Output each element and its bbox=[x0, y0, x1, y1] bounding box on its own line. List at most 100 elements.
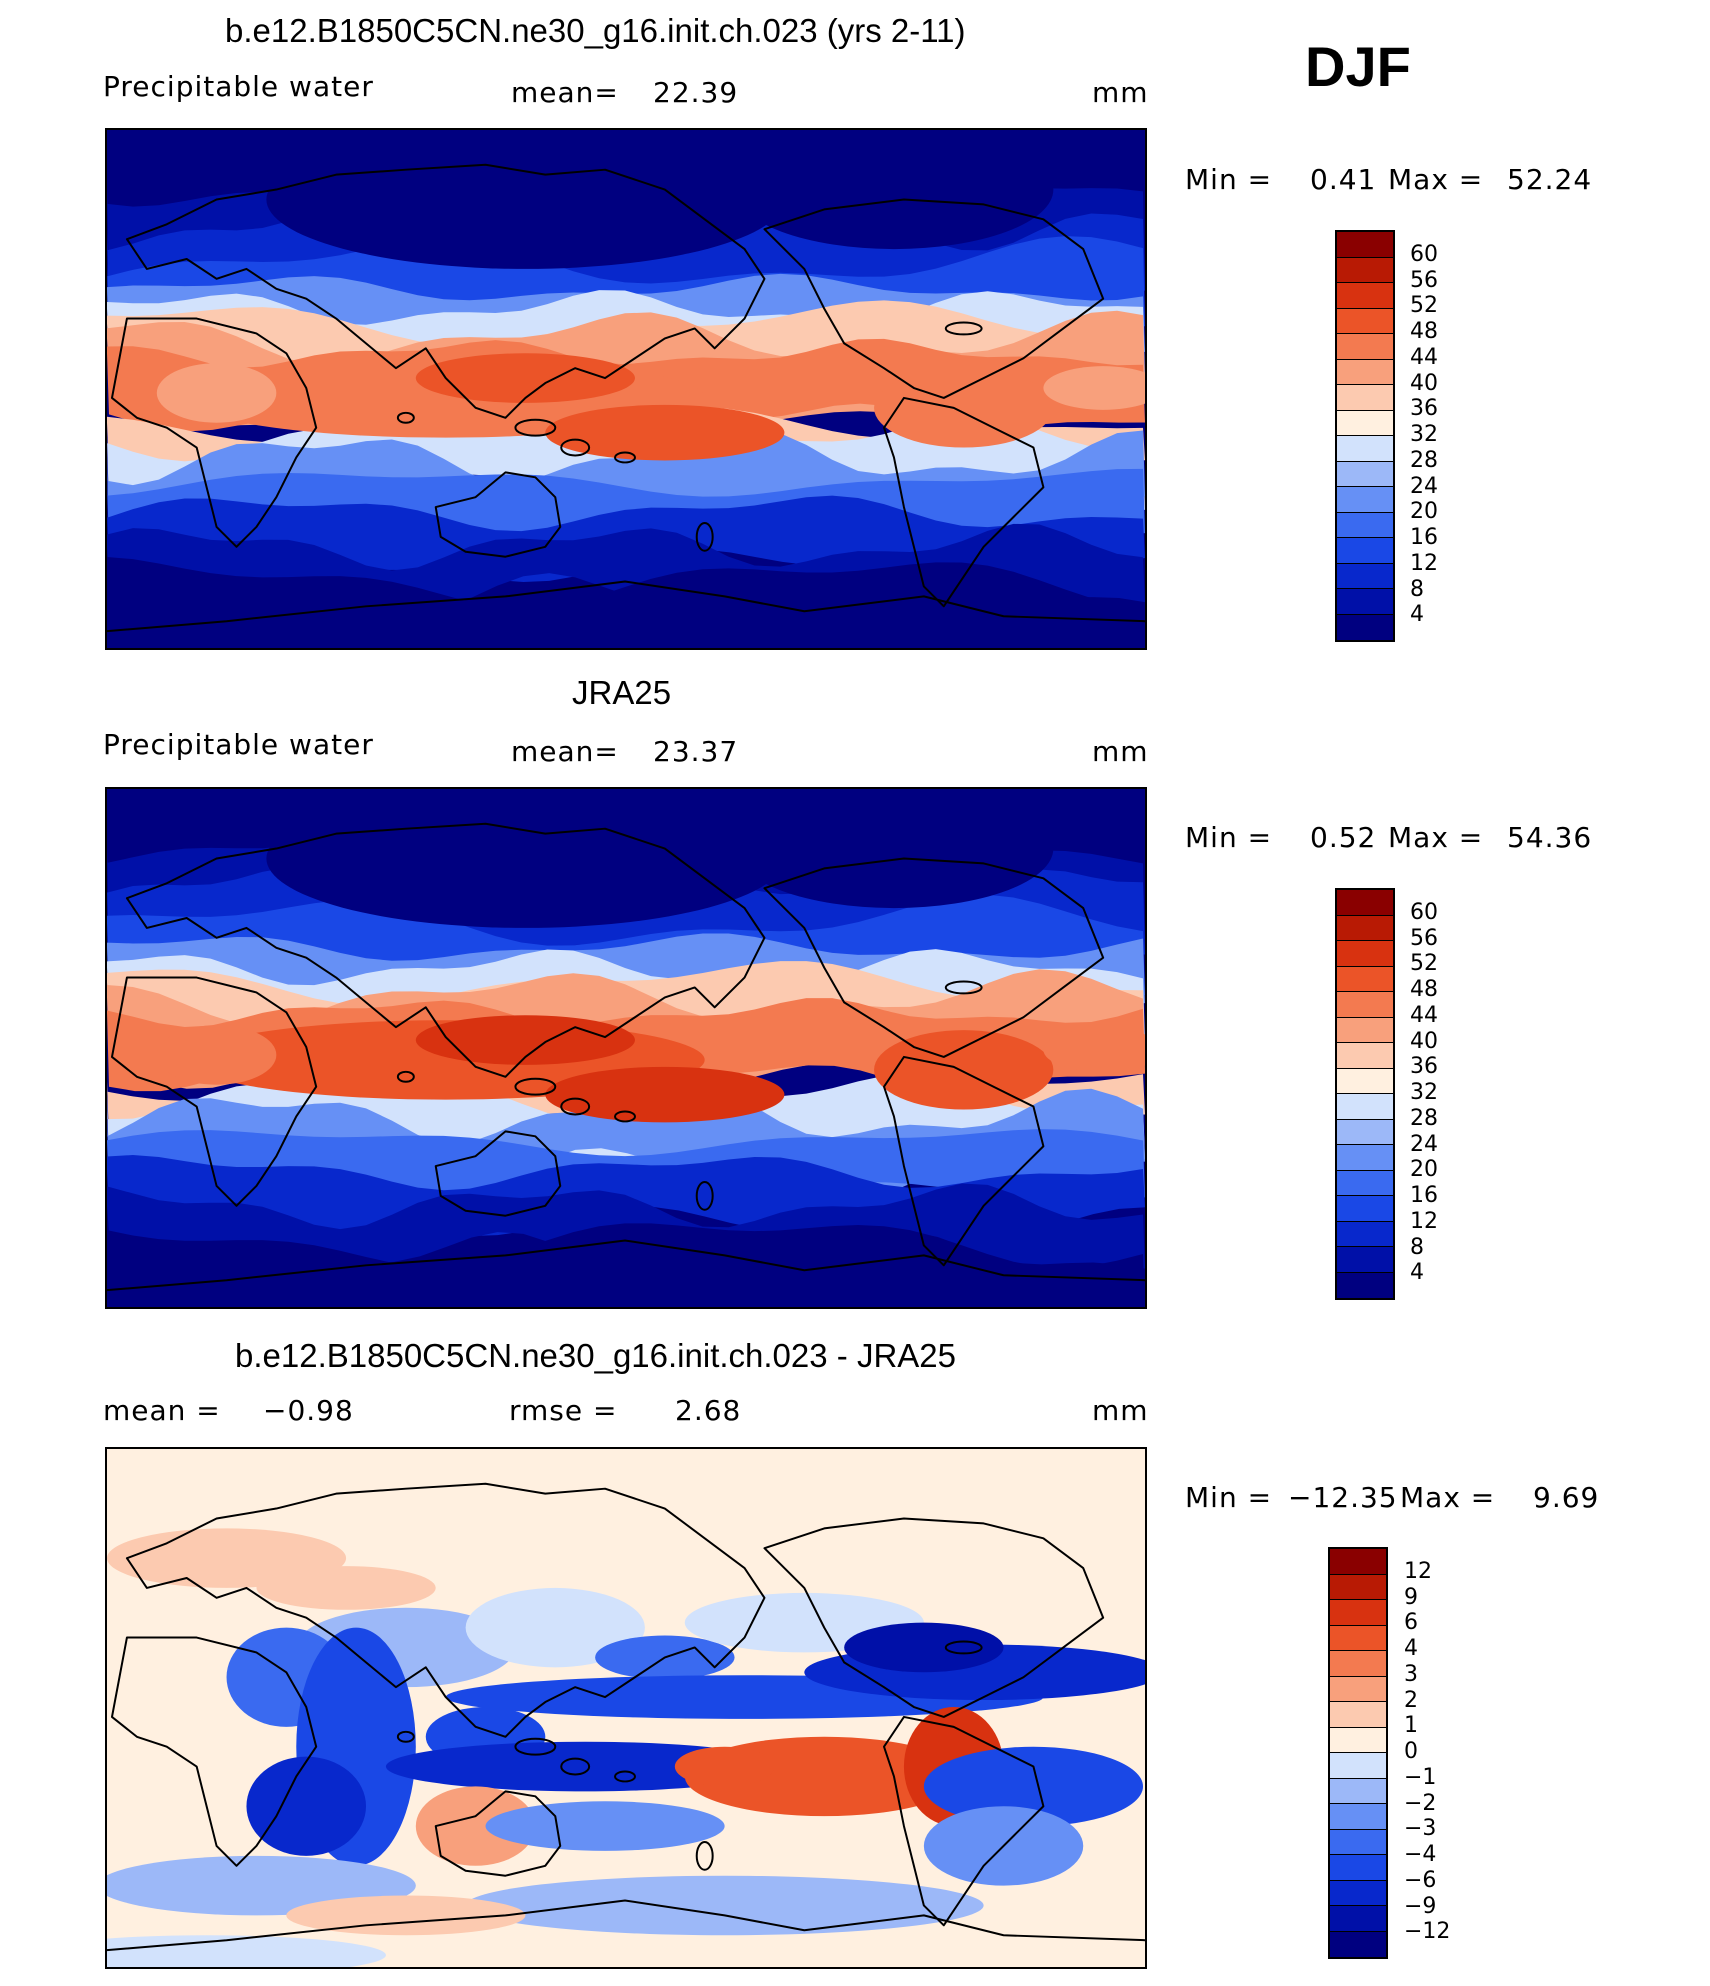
panel-2-mean-label: mean= bbox=[511, 735, 619, 768]
panel-1-max-label: Max = bbox=[1388, 163, 1484, 196]
island-outline bbox=[560, 1757, 591, 1776]
contour-band bbox=[107, 557, 1145, 648]
colorbar-swatch bbox=[1337, 992, 1393, 1018]
colorbar-swatch bbox=[1337, 232, 1393, 258]
colorbar-tick-label: 60 bbox=[1410, 899, 1438, 925]
colorbar-swatch bbox=[1337, 334, 1393, 360]
colorbar-swatch bbox=[1337, 1043, 1393, 1069]
island-outline bbox=[614, 451, 636, 464]
colorbar-tick-label: 44 bbox=[1410, 1002, 1438, 1028]
coastline bbox=[125, 1482, 766, 1738]
panel-1-variable: Precipitable water bbox=[103, 70, 374, 103]
colorbar-tick-label: 3 bbox=[1404, 1661, 1418, 1687]
colorbar-tick-label: 4 bbox=[1410, 602, 1424, 628]
panel-3-title: b.e12.B1850C5CN.ne30_g16.init.ch.023 - J… bbox=[235, 1337, 956, 1374]
coastline bbox=[883, 396, 1045, 608]
panel-3-min-label: Min = bbox=[1185, 1481, 1273, 1514]
colorbar-tick-label: 60 bbox=[1410, 241, 1438, 267]
field-blob bbox=[545, 1066, 785, 1123]
colorbar-swatch bbox=[1337, 257, 1393, 283]
coastline bbox=[763, 198, 1105, 399]
panel-2-variable: Precipitable water bbox=[103, 728, 374, 761]
colorbar-swatch bbox=[1337, 966, 1393, 992]
colorbar-swatch bbox=[1337, 308, 1393, 334]
colorbar-swatch bbox=[1337, 436, 1393, 462]
panel-1-min-label: Min = bbox=[1185, 163, 1273, 196]
colorbar-swatch bbox=[1337, 589, 1393, 615]
colorbar-swatch bbox=[1330, 1702, 1386, 1728]
colorbar-swatch bbox=[1337, 563, 1393, 589]
field-blob bbox=[266, 789, 785, 928]
colorbar-swatch bbox=[1330, 1778, 1386, 1804]
coastline bbox=[763, 1517, 1105, 1718]
field-blob bbox=[545, 404, 785, 461]
panel-2-colorbar bbox=[1335, 888, 1395, 1300]
field-blob bbox=[415, 353, 635, 403]
coastline bbox=[107, 580, 1145, 633]
field-blob bbox=[415, 1786, 536, 1866]
coastline bbox=[434, 1130, 562, 1217]
field-blob bbox=[674, 1746, 775, 1787]
coastline bbox=[125, 822, 766, 1078]
colorbar-swatch bbox=[1330, 1931, 1386, 1957]
colorbar-tick-label: 32 bbox=[1410, 422, 1438, 447]
colorbar-swatch bbox=[1337, 1094, 1393, 1120]
panel-3-rmse-label: rmse = bbox=[509, 1394, 618, 1427]
field-blob bbox=[415, 1015, 635, 1065]
coastline bbox=[110, 317, 318, 548]
colorbar-swatch bbox=[1330, 1676, 1386, 1702]
colorbar-swatch bbox=[1337, 1068, 1393, 1094]
colorbar-tick-label: 0 bbox=[1404, 1739, 1418, 1764]
panel-3-rmse-value: 2.68 bbox=[675, 1394, 742, 1427]
field-blob bbox=[246, 1756, 367, 1856]
colorbar-swatch bbox=[1330, 1829, 1386, 1855]
colorbar-tick-label: 52 bbox=[1410, 293, 1438, 319]
colorbar-swatch bbox=[1330, 1625, 1386, 1651]
field-blob bbox=[156, 1025, 277, 1085]
field-blob bbox=[874, 1030, 1054, 1110]
coastline bbox=[107, 1899, 1145, 1952]
colorbar-swatch bbox=[1330, 1574, 1386, 1600]
panel-1-min-value: 0.41 bbox=[1310, 163, 1377, 196]
island-outline bbox=[695, 1180, 714, 1211]
colorbar-swatch bbox=[1337, 1017, 1393, 1043]
coastline bbox=[110, 1636, 318, 1867]
colorbar-tick-label: −6 bbox=[1404, 1867, 1437, 1893]
island-outline bbox=[614, 1770, 636, 1783]
island-outline bbox=[514, 1077, 557, 1096]
colorbar-swatch bbox=[1337, 915, 1393, 941]
panel-2-units: mm bbox=[1092, 735, 1149, 768]
coastline bbox=[883, 1715, 1045, 1927]
colorbar-tick-label: 4 bbox=[1410, 1260, 1424, 1286]
colorbar-swatch bbox=[1330, 1804, 1386, 1830]
panel-1-mean-label: mean= bbox=[511, 76, 619, 109]
field-blob bbox=[156, 363, 277, 423]
colorbar-swatch bbox=[1337, 359, 1393, 385]
field-blob bbox=[1043, 366, 1145, 410]
colorbar-swatch bbox=[1330, 1600, 1386, 1626]
colorbar-swatch bbox=[1337, 461, 1393, 487]
colorbar-tick-label: 56 bbox=[1410, 925, 1438, 951]
coastline bbox=[434, 1790, 562, 1877]
field-blob bbox=[485, 1801, 725, 1851]
island-outline bbox=[560, 1097, 591, 1116]
colorbar-swatch bbox=[1337, 1196, 1393, 1222]
colorbar-swatch bbox=[1330, 1880, 1386, 1906]
field-blob bbox=[734, 789, 1054, 909]
panel-1-colorbar bbox=[1335, 230, 1395, 642]
panel-2-min-label: Min = bbox=[1185, 821, 1273, 854]
field-blob bbox=[385, 1741, 785, 1792]
panel-3-max-value: 9.69 bbox=[1533, 1481, 1600, 1514]
colorbar-tick-label: 6 bbox=[1404, 1610, 1418, 1636]
coastline bbox=[107, 1239, 1145, 1292]
panel-3-map bbox=[105, 1447, 1147, 1969]
colorbar-tick-label: 24 bbox=[1410, 473, 1438, 499]
island-outline bbox=[514, 418, 557, 437]
colorbar-tick-label: 8 bbox=[1410, 576, 1424, 602]
colorbar-tick-label: 20 bbox=[1410, 1157, 1438, 1183]
colorbar-tick-label: −12 bbox=[1404, 1919, 1451, 1945]
colorbar-swatch bbox=[1337, 890, 1393, 916]
colorbar-tick-label: 12 bbox=[1410, 1208, 1438, 1234]
panel-2-map bbox=[105, 787, 1147, 1309]
colorbar-tick-label: −2 bbox=[1404, 1790, 1437, 1816]
